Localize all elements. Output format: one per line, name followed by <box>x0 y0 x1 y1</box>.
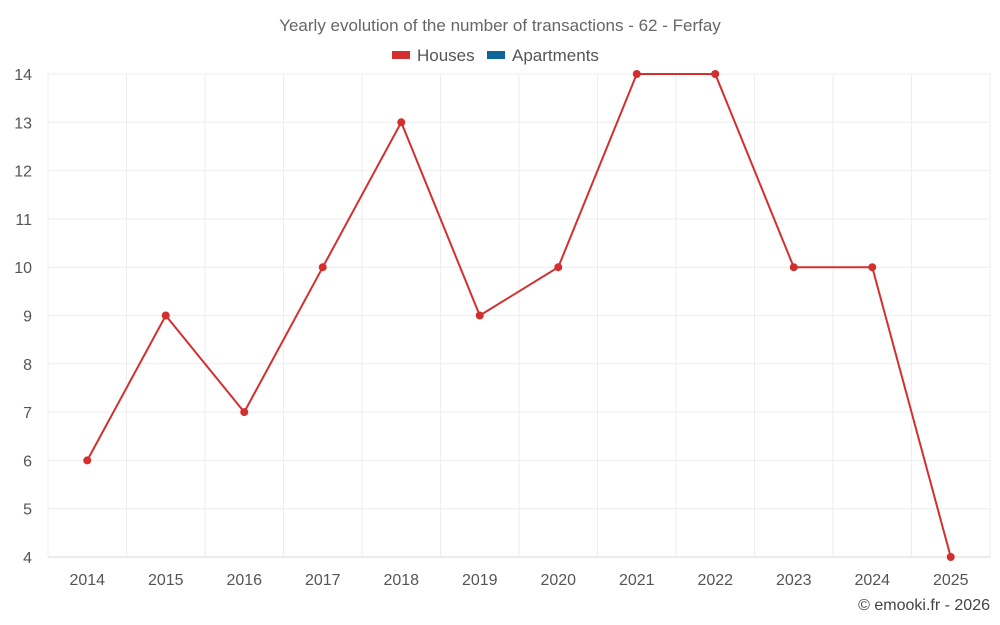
legend-swatch-houses <box>392 51 410 59</box>
x-tick-label: 2021 <box>619 572 655 589</box>
y-tick-label: 10 <box>14 260 32 277</box>
y-tick-label: 14 <box>14 67 32 84</box>
x-tick-label: 2022 <box>697 572 733 589</box>
data-point-houses-2014[interactable] <box>83 456 92 465</box>
x-tick-label: 2017 <box>305 572 341 589</box>
x-tick-label: 2025 <box>933 572 969 589</box>
x-tick-label: 2018 <box>383 572 419 589</box>
y-tick-label: 8 <box>23 357 32 374</box>
y-tick-label: 6 <box>23 453 32 470</box>
x-gridlines <box>47 74 991 557</box>
x-tick-label: 2024 <box>854 572 890 589</box>
data-point-houses-2020[interactable] <box>554 263 563 272</box>
data-point-houses-2016[interactable] <box>240 408 249 417</box>
y-tick-label: 9 <box>23 309 32 326</box>
legend-swatch-apartments <box>487 51 505 59</box>
y-axis-tick-labels: 4 5 6 7 8 9 10 11 12 13 14 <box>14 67 32 567</box>
x-tick-label: 2014 <box>69 572 105 589</box>
y-tick-label: 5 <box>23 502 32 519</box>
y-tick-label: 4 <box>23 550 32 567</box>
data-point-houses-2019[interactable] <box>475 311 484 320</box>
series-group <box>83 70 955 561</box>
data-point-houses-2015[interactable] <box>161 311 170 320</box>
data-point-houses-2025[interactable] <box>946 553 955 561</box>
credit-text: © emooki.fr - 2026 <box>858 597 990 614</box>
data-point-houses-2023[interactable] <box>789 263 798 272</box>
y-tick-label: 11 <box>15 212 32 229</box>
x-axis-tick-labels: 2014 2015 2016 2017 2018 2019 2020 2021 2022 2023… <box>69 572 968 589</box>
x-tick-label: 2020 <box>540 572 576 589</box>
data-point-houses-2018[interactable] <box>397 118 406 127</box>
legend-item-apartments[interactable]: Apartments <box>487 46 599 65</box>
data-point-houses-2021[interactable] <box>632 70 641 78</box>
legend-item-houses[interactable]: Houses <box>392 46 475 65</box>
data-point-houses-2022[interactable] <box>711 70 720 78</box>
data-point-houses-2024[interactable] <box>868 263 877 272</box>
x-tick-label: 2016 <box>226 572 262 589</box>
legend-label-houses: Houses <box>417 46 475 65</box>
data-point-houses-2017[interactable] <box>318 263 327 272</box>
x-tick-label: 2023 <box>776 572 812 589</box>
legend: Houses Apartments <box>392 46 599 65</box>
x-tick-label: 2019 <box>462 572 498 589</box>
y-tick-label: 13 <box>14 115 32 132</box>
legend-label-apartments: Apartments <box>512 46 599 65</box>
x-tick-label: 2015 <box>148 572 184 589</box>
series-line-houses <box>86 73 952 558</box>
y-tick-label: 12 <box>14 164 32 181</box>
y-tick-label: 7 <box>23 405 32 422</box>
chart-title: Yearly evolution of the number of transa… <box>279 16 721 35</box>
